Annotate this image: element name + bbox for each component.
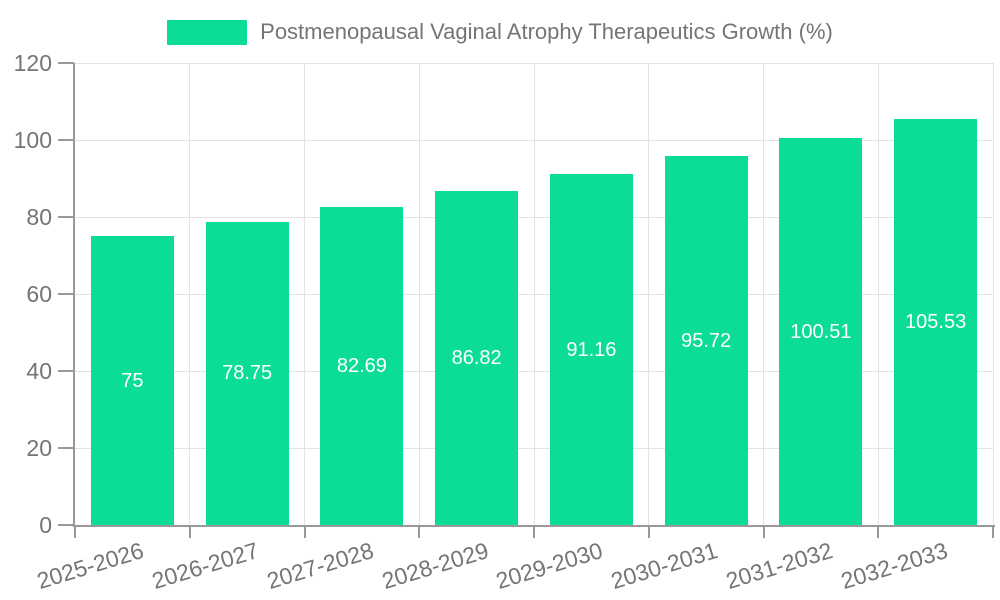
y-axis-label: 80 [26, 204, 52, 230]
y-axis-tick [58, 216, 74, 218]
x-axis-tick [533, 525, 535, 538]
gridline-vertical [304, 63, 305, 525]
x-axis-tick [188, 525, 191, 538]
x-axis-tick [877, 525, 880, 538]
y-axis-tick [58, 524, 74, 526]
legend-label: Postmenopausal Vaginal Atrophy Therapeut… [260, 19, 833, 44]
bar[interactable] [664, 156, 748, 525]
x-axis-tick [992, 525, 994, 538]
x-axis-label: 2029-2030 [493, 537, 606, 595]
bar-value-label: 95.72 [681, 329, 732, 352]
bar-value-label: 100.51 [790, 320, 852, 343]
y-axis-tick [58, 139, 74, 141]
bar-value-label: 105.53 [905, 310, 967, 333]
x-axis-label: 2025-2026 [34, 537, 147, 595]
legend-swatch [167, 19, 248, 45]
bar-value-label: 86.82 [451, 346, 502, 369]
gridline-vertical [189, 63, 191, 525]
y-axis-label: 100 [13, 127, 52, 153]
y-axis-line [73, 63, 75, 525]
y-axis-tick [58, 447, 74, 449]
bar-value-label: 78.75 [222, 362, 273, 385]
bar[interactable] [549, 174, 633, 525]
gridline-vertical [648, 63, 650, 525]
bar-value-label: 91.16 [566, 338, 617, 361]
x-axis-line [73, 525, 995, 527]
x-axis-tick [762, 525, 765, 538]
x-axis-label: 2026-2027 [148, 537, 262, 595]
x-axis-label: 2032-2033 [837, 537, 951, 595]
bar[interactable] [205, 221, 289, 525]
y-axis-label: 60 [26, 281, 52, 307]
bar-value-label: 75 [121, 369, 144, 392]
x-axis-label: 2028-2029 [378, 537, 492, 595]
gridline-vertical [533, 63, 535, 525]
x-axis-tick [303, 525, 306, 538]
y-axis-tick [58, 62, 74, 64]
x-axis-label: 2030-2031 [607, 537, 721, 595]
legend-item[interactable]: Postmenopausal Vaginal Atrophy Therapeut… [0, 17, 1000, 47]
bar[interactable] [894, 118, 978, 525]
y-axis-label: 20 [26, 435, 52, 461]
bar[interactable] [435, 190, 519, 525]
y-axis-label: 120 [13, 50, 52, 76]
bar[interactable] [320, 206, 404, 525]
x-axis-tick [74, 525, 76, 538]
bar-value-label: 82.69 [336, 354, 387, 377]
y-axis-tick [58, 293, 74, 295]
bar[interactable] [90, 236, 174, 525]
gridline-vertical [763, 63, 764, 525]
x-axis-tick [647, 525, 650, 538]
gridline-vertical [992, 63, 994, 525]
gridline-vertical [418, 63, 420, 525]
y-axis-label: 0 [39, 512, 52, 538]
x-axis-label: 2031-2032 [722, 537, 836, 595]
gridline-vertical [877, 63, 879, 525]
y-axis-tick [58, 370, 74, 372]
bar[interactable] [779, 138, 863, 525]
x-axis-tick [418, 525, 421, 538]
x-axis-label: 2027-2028 [263, 537, 377, 595]
y-axis-label: 40 [26, 358, 52, 384]
